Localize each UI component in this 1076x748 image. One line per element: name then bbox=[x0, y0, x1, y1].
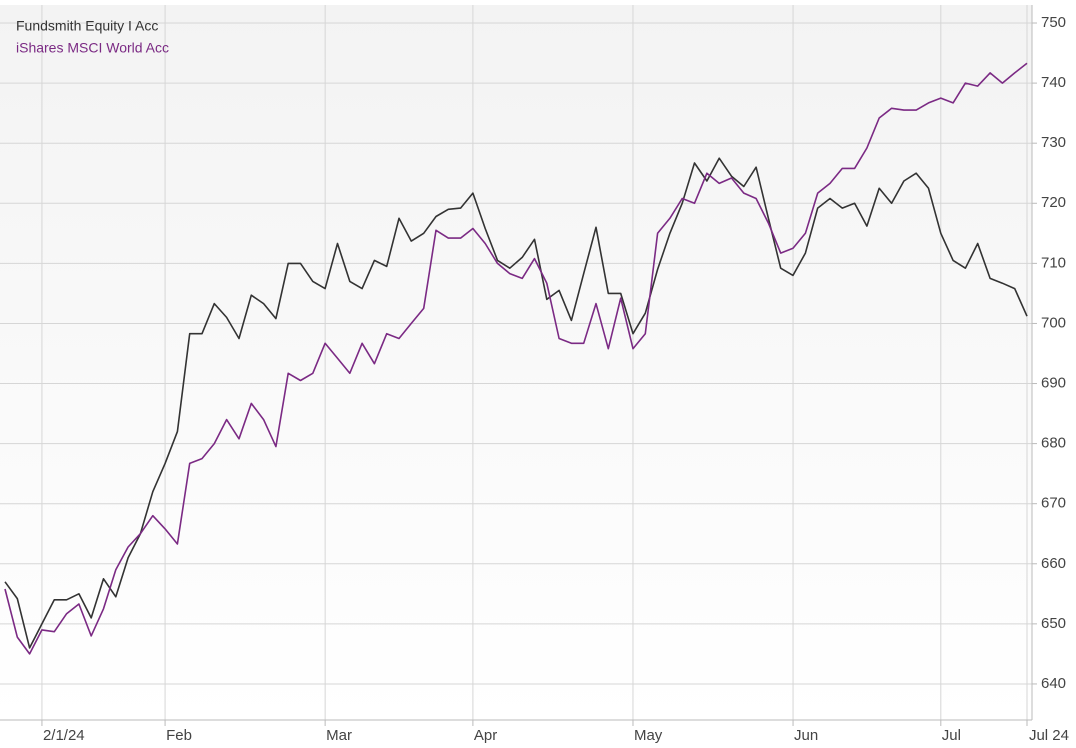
x-tick-label: Jul 24 bbox=[1029, 727, 1069, 744]
legend-label: Fundsmith Equity I Acc bbox=[16, 18, 158, 34]
x-tick-label: Mar bbox=[326, 727, 352, 744]
legend: Fundsmith Equity I Acc iShares MSCI World… bbox=[16, 18, 169, 56]
x-tick-label: 2/1/24 bbox=[43, 727, 85, 744]
y-tick-label: 670 bbox=[1041, 495, 1066, 512]
series-line bbox=[4, 157, 1028, 649]
y-tick-label: 720 bbox=[1041, 194, 1066, 211]
series-line bbox=[4, 62, 1028, 655]
y-tick-label: 700 bbox=[1041, 314, 1066, 331]
plot-area bbox=[0, 5, 1032, 720]
y-tick-label: 660 bbox=[1041, 555, 1066, 572]
y-tick-label: 740 bbox=[1041, 74, 1066, 91]
legend-label: iShares MSCI World Acc bbox=[16, 40, 169, 56]
lines bbox=[4, 62, 1028, 655]
x-tick-label: Jun bbox=[794, 727, 818, 744]
y-tick-label: 750 bbox=[1041, 14, 1066, 31]
x-tick-label: May bbox=[634, 727, 663, 744]
y-tick-label: 730 bbox=[1041, 134, 1066, 151]
y-tick-label: 650 bbox=[1041, 615, 1066, 632]
y-tick-label: 640 bbox=[1041, 675, 1066, 692]
y-tick-label: 690 bbox=[1041, 374, 1066, 391]
y-tick-label: 710 bbox=[1041, 254, 1066, 271]
x-tick-label: Feb bbox=[166, 727, 192, 744]
x-tick-label: Apr bbox=[474, 727, 497, 744]
y-tick-label: 680 bbox=[1041, 435, 1066, 452]
x-tick-label: Jul bbox=[942, 727, 961, 744]
grid: 640 650 660 670 680 690 700 710 720 730 740 750 2/1/… bbox=[0, 5, 1069, 744]
